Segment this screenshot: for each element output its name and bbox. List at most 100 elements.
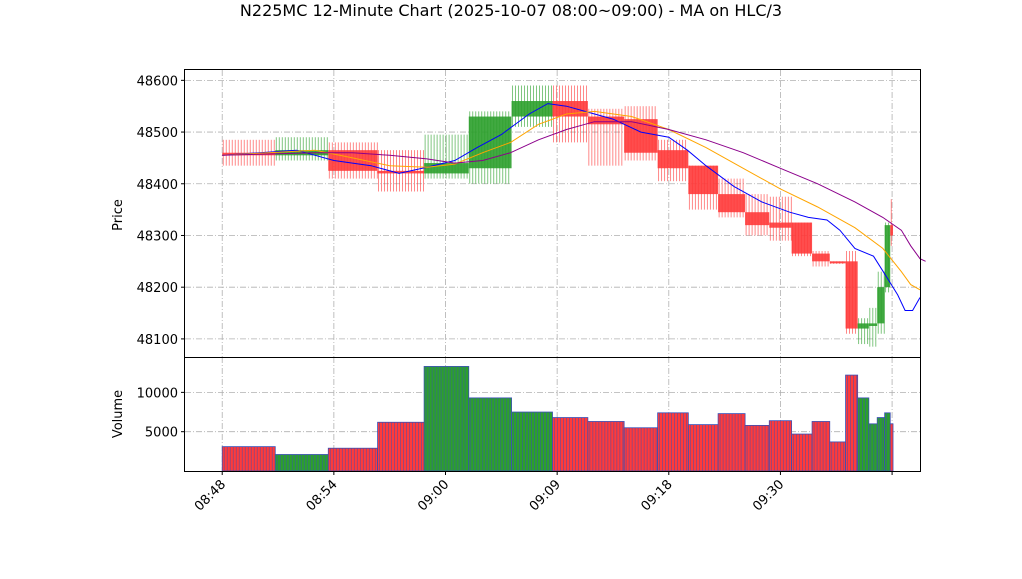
candle-body: [890, 225, 894, 236]
volume-bar-fill: [884, 412, 891, 472]
volume-bar: [868, 423, 878, 472]
time-tick-label: 08:48: [192, 477, 229, 514]
volume-series: [221, 366, 894, 472]
volume-bar-fill: [811, 421, 831, 472]
candle-up: [511, 85, 553, 127]
volume-bar-fill: [552, 417, 589, 472]
candle-body: [624, 119, 658, 153]
candle-body: [587, 116, 625, 125]
candle-body: [657, 150, 689, 169]
time-x-axis: 08:48 08:54 09:00 09:09 09:18 09:30: [192, 471, 893, 514]
price-tick-label: 48200: [137, 281, 178, 296]
time-tick-label: 08:54: [304, 477, 341, 514]
price-grid: [185, 70, 920, 357]
candle-body: [424, 163, 469, 174]
volume-tick-label: 5000: [145, 426, 178, 441]
volume-bar: [552, 417, 589, 472]
candle-down: [657, 139, 689, 182]
candle-body: [688, 165, 719, 195]
candle-down: [718, 178, 746, 218]
volume-bar-fill: [868, 423, 878, 472]
volume-bar: [768, 420, 793, 472]
volume-bar: [744, 424, 770, 472]
candle-down: [845, 250, 858, 334]
price-tick-label: 48600: [137, 74, 178, 89]
candle-down: [890, 199, 894, 246]
volume-bar: [717, 413, 746, 472]
candle-up: [468, 111, 512, 184]
candle-down: [791, 222, 813, 257]
moving-average-line: [222, 110, 921, 291]
volume-bar-fill: [744, 424, 770, 472]
volume-bar: [829, 441, 846, 472]
volume-tick-label: 10000: [137, 386, 178, 401]
moving-average-line: [222, 121, 926, 262]
candle-down: [745, 194, 770, 236]
volume-bar-fill: [587, 421, 625, 472]
candle-down: [688, 165, 719, 210]
volume-bar-fill: [876, 417, 886, 472]
volume-bar: [377, 421, 425, 472]
candle-body: [552, 101, 588, 117]
time-tick-label: 09:00: [415, 477, 452, 514]
price-tick-label: 48300: [137, 229, 178, 244]
volume-bar: [791, 433, 813, 472]
volume-bar: [811, 421, 831, 472]
volume-bar: [511, 411, 553, 472]
candle-up: [857, 318, 869, 345]
moving-average-series: [222, 103, 926, 311]
volume-bar: [876, 417, 886, 472]
volume-bar: [423, 366, 470, 472]
volume-bar-fill: [889, 423, 894, 472]
volume-bar: [845, 374, 859, 472]
volume-bar: [587, 421, 625, 472]
volume-bar: [274, 454, 329, 472]
candle-down: [812, 250, 830, 267]
price-y-axis: 48100 48200 48300 48400 48500 48600: [137, 74, 185, 348]
candle-up: [424, 134, 469, 179]
volume-bar-fill: [511, 411, 553, 472]
price-tick-label: 48100: [137, 333, 178, 348]
candle-body: [718, 194, 746, 213]
candle-up: [868, 307, 878, 347]
candle-body: [791, 222, 813, 254]
time-tick-label: 09:30: [750, 477, 787, 514]
candle-body: [877, 287, 885, 324]
price-axis-label: Price: [111, 199, 126, 231]
candle-body: [884, 225, 891, 288]
volume-bar: [687, 424, 719, 472]
chart-title: N225MC 12-Minute Chart (2025-10-07 08:00…: [240, 1, 782, 20]
candle-down: [769, 196, 792, 241]
volume-axis-label: Volume: [111, 390, 126, 438]
candle-down: [829, 261, 846, 264]
volume-bar: [889, 423, 894, 472]
volume-panel-frame: [184, 357, 921, 472]
volume-bar: [884, 412, 891, 472]
candle-body: [845, 261, 858, 329]
volume-bar-fill: [468, 397, 512, 472]
candle-body: [511, 101, 553, 117]
time-tick-label: 09:18: [639, 477, 676, 514]
volume-bar: [657, 412, 689, 472]
candle-down: [624, 106, 658, 161]
time-tick-label: 09:09: [527, 477, 564, 514]
volume-bar: [468, 397, 512, 472]
candle-down: [587, 108, 625, 166]
volume-bar: [327, 447, 378, 472]
volume-bar-fill: [327, 447, 378, 472]
candle-body: [868, 323, 878, 326]
price-tick-label: 48500: [137, 126, 178, 141]
volume-bar-fill: [687, 424, 719, 472]
candle-body: [745, 212, 770, 226]
volume-bar: [857, 397, 870, 472]
candle-body: [769, 222, 792, 228]
price-tick-label: 48400: [137, 178, 178, 193]
candle-body: [829, 261, 846, 264]
volume-y-axis: 5000 10000: [137, 386, 185, 441]
candle-body: [857, 323, 869, 329]
volume-bar-fill: [791, 433, 813, 472]
volume-bar: [623, 427, 659, 472]
candle-body: [468, 116, 512, 169]
